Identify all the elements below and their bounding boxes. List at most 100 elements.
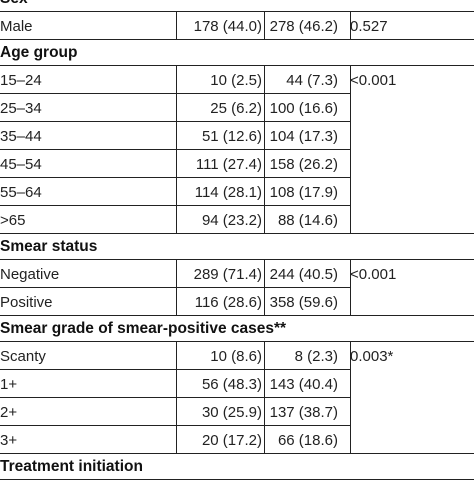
- row-rule: [0, 177, 350, 178]
- cell-p-value: <0.001: [350, 265, 397, 283]
- column-divider: [176, 260, 177, 288]
- column-divider: [350, 398, 351, 426]
- section-header-row: Sex: [0, 0, 474, 12]
- group-end-rule: [0, 315, 474, 316]
- row-rule: [0, 397, 350, 398]
- column-divider: [350, 260, 351, 288]
- cell-p-value: [350, 206, 474, 234]
- section-title: Sex: [0, 0, 176, 12]
- section-rule: [0, 259, 474, 260]
- table-row: Male 178 (44.0) 278 (46.2) 0.527: [0, 12, 474, 40]
- table-row: Positive 116 (28.6) 358 (59.6): [0, 288, 474, 316]
- row-label: 25–34: [0, 99, 42, 117]
- row-label: 55–64: [0, 183, 42, 201]
- column-divider: [264, 178, 265, 206]
- cell-group-b: 100 (16.6): [269, 99, 338, 117]
- table-row: 2+ 30 (25.9) 137 (38.7): [0, 398, 474, 426]
- column-divider: [176, 66, 177, 94]
- table-row: 3+ 20 (17.2) 66 (18.6): [0, 426, 474, 454]
- column-divider: [264, 342, 265, 370]
- column-divider: [264, 122, 265, 150]
- cell-p-value: 0.003*: [350, 347, 394, 365]
- row-rule: [0, 369, 350, 370]
- column-divider: [176, 426, 177, 454]
- cell-group-b: 88 (14.6): [277, 211, 338, 229]
- column-divider: [350, 150, 351, 178]
- row-rule: [0, 287, 350, 288]
- row-label: Scanty: [0, 347, 46, 365]
- cell-group-a: 94 (23.2): [201, 211, 262, 229]
- cell-group-b: 278 (46.2): [269, 17, 338, 35]
- row-rule: [0, 425, 350, 426]
- cell-p-value: 0.527: [350, 17, 388, 35]
- column-divider: [264, 94, 265, 122]
- table-row: 25–34 25 (6.2) 100 (16.6): [0, 94, 474, 122]
- column-divider: [176, 288, 177, 316]
- cell-group-b: 358 (59.6): [269, 293, 338, 311]
- group-end-rule: [0, 39, 474, 40]
- cell-group-a: 51 (12.6): [201, 127, 262, 145]
- cell-p-value: [350, 288, 474, 316]
- section-rule: [0, 11, 474, 12]
- column-divider: [264, 288, 265, 316]
- table-row: >65 94 (23.2) 88 (14.6): [0, 206, 474, 234]
- cell-group-b: 244 (40.5): [269, 265, 338, 283]
- row-label: 35–44: [0, 127, 42, 145]
- table-row: 15–24 10 (2.5) 44 (7.3) <0.001: [0, 66, 474, 94]
- cell-p-value: [350, 94, 474, 122]
- column-divider: [350, 178, 351, 206]
- cell-p-value: [350, 150, 474, 178]
- cell-p-value: <0.001: [350, 71, 397, 89]
- column-divider: [176, 178, 177, 206]
- cell-group-b: 108 (17.9): [269, 183, 338, 201]
- section-title: Age group: [0, 44, 78, 61]
- cell-group-a: 56 (48.3): [201, 375, 262, 393]
- row-label: 2+: [0, 403, 18, 421]
- cell-p-value: [350, 426, 474, 454]
- section-title: Smear status: [0, 238, 98, 255]
- cell-group-b: 143 (40.4): [269, 375, 338, 393]
- column-divider: [350, 206, 351, 234]
- column-divider: [264, 66, 265, 94]
- column-divider: [176, 122, 177, 150]
- column-divider: [350, 426, 351, 454]
- table-row: 45–54 111 (27.4) 158 (26.2): [0, 150, 474, 178]
- cell-group-a: 289 (71.4): [193, 265, 262, 283]
- column-divider: [264, 150, 265, 178]
- cell-p-value: [350, 370, 474, 398]
- column-divider: [350, 66, 351, 94]
- cell-p-value: [350, 178, 474, 206]
- cell-group-a: 178 (44.0): [193, 17, 262, 35]
- cell-group-a: 10 (8.6): [210, 347, 262, 365]
- section-header-row: Treatment initiation: [0, 454, 474, 480]
- row-label: 3+: [0, 431, 18, 449]
- section-header-row: Smear status: [0, 234, 474, 260]
- cell-group-b: 44 (7.3): [286, 71, 338, 89]
- row-rule: [0, 93, 350, 94]
- row-rule: [0, 205, 350, 206]
- section-rule: [0, 65, 474, 66]
- row-rule: [0, 149, 350, 150]
- cell-group-a: 25 (6.2): [210, 99, 262, 117]
- row-label: Negative: [0, 265, 60, 283]
- column-divider: [350, 370, 351, 398]
- cell-p-value: [350, 398, 474, 426]
- group-end-rule: [0, 453, 474, 454]
- table-row: Scanty 10 (8.6) 8 (2.3) 0.003*: [0, 342, 474, 370]
- cell-group-a: 111 (27.4): [195, 155, 262, 173]
- cell-group-a: 10 (2.5): [210, 71, 262, 89]
- column-divider: [264, 370, 265, 398]
- section-title: Smear grade of smear-positive cases**: [0, 320, 287, 337]
- row-label: 1+: [0, 375, 18, 393]
- table-row: 1+ 56 (48.3) 143 (40.4): [0, 370, 474, 398]
- column-divider: [176, 206, 177, 234]
- column-divider: [176, 12, 177, 40]
- cell-group-b: 158 (26.2): [269, 155, 338, 173]
- section-header-row: Smear grade of smear-positive cases**: [0, 316, 474, 342]
- row-rule: [0, 121, 350, 122]
- cell-group-b: 66 (18.6): [277, 431, 338, 449]
- cell-p-value: [350, 122, 474, 150]
- column-divider: [264, 260, 265, 288]
- column-divider: [176, 398, 177, 426]
